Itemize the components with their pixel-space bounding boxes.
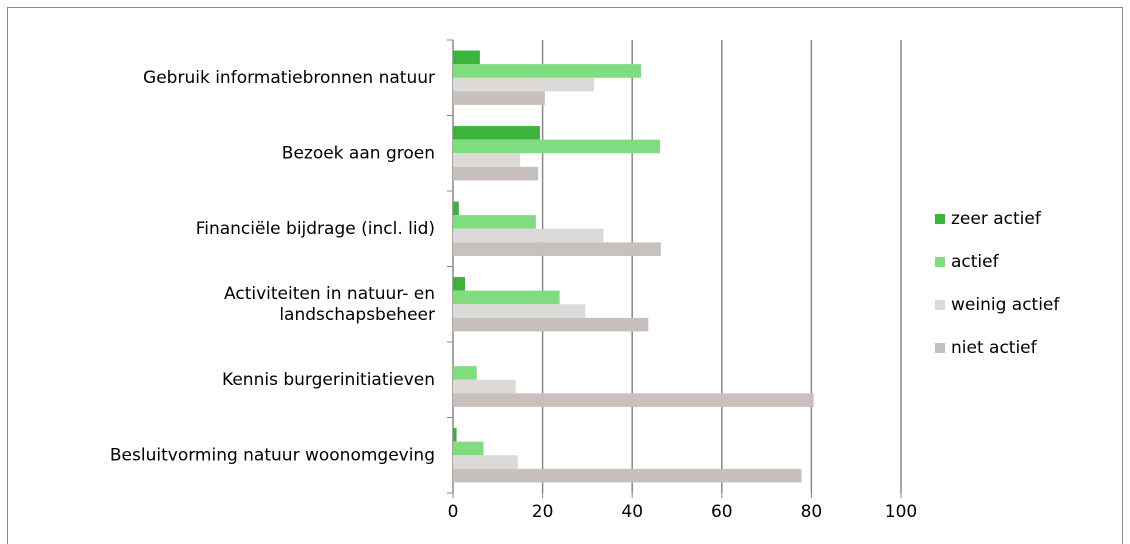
legend-label: zeer actief: [951, 209, 1042, 229]
bar: [453, 455, 518, 469]
bar: [453, 77, 595, 92]
bar: [453, 290, 560, 305]
bar: [453, 228, 604, 243]
bar: [453, 468, 802, 483]
legend-swatch: [935, 214, 945, 224]
x-tick-label: 60: [711, 502, 733, 522]
x-tick-label: 0: [448, 502, 459, 522]
x-tick-label: 80: [801, 502, 823, 522]
bar: [453, 126, 540, 140]
bar: [453, 379, 516, 394]
x-tick-label: 20: [532, 502, 554, 522]
legend-swatch: [935, 257, 945, 267]
bar: [453, 242, 661, 256]
bar: [453, 366, 477, 380]
bar: [453, 428, 457, 442]
bar: [453, 393, 814, 407]
bar: [453, 304, 586, 318]
bar: [453, 139, 660, 154]
bar: [453, 64, 642, 78]
y-tick-label: Kennis burgerinitiatieven: [222, 370, 435, 390]
y-tick-label: Besluitvorming natuur woonomgeving: [110, 445, 435, 465]
bar: [453, 317, 649, 332]
legend-label: niet actief: [951, 338, 1038, 358]
y-tick-label: Activiteiten in natuur- en landschapsbehe…: [224, 284, 435, 325]
bar: [453, 201, 459, 216]
y-tick-label: Financiële bijdrage (incl. lid): [196, 219, 435, 239]
bar: [453, 277, 466, 291]
bar: [453, 441, 484, 456]
bar: [453, 153, 521, 167]
chart-border: [7, 7, 1123, 544]
bar: [453, 50, 480, 65]
x-tick-label: 100: [885, 502, 917, 522]
legend-swatch: [935, 300, 945, 310]
legend-label: actief: [951, 252, 1000, 272]
bar: [453, 91, 545, 105]
x-tick-label: 40: [621, 502, 643, 522]
legend-label: weinig actief: [951, 295, 1060, 315]
y-tick-label: Gebruik informatiebronnen natuur: [143, 68, 435, 88]
y-tick-label: Bezoek aan groen: [282, 143, 435, 163]
legend-swatch: [935, 343, 945, 353]
bar: [453, 166, 539, 181]
bar: [453, 215, 536, 229]
